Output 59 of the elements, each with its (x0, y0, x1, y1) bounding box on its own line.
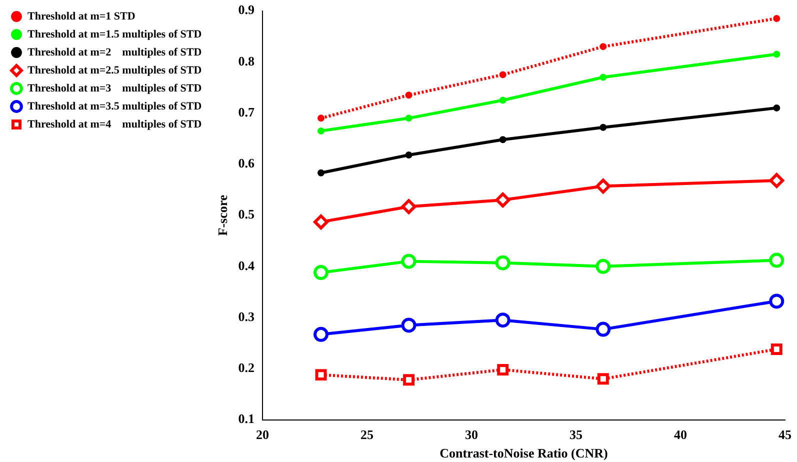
point (769, 173, 784, 188)
legend-label: Threshold at m=4 multiples of STD (28, 118, 202, 130)
point (495, 255, 510, 270)
x-tick-label: 20 (256, 426, 269, 442)
legend-label: Threshold at m=2.5 multiples of STD (28, 64, 202, 76)
x-tick-label: 40 (674, 426, 687, 442)
point (314, 214, 329, 230)
x-tick-label: 45 (778, 426, 792, 442)
point (495, 192, 510, 208)
point (596, 322, 611, 337)
point (597, 373, 609, 385)
point (769, 294, 784, 309)
x-axis-title: Contrast-toNoise Ratio (CNR) (440, 446, 608, 461)
y-tick-label: 0.7 (238, 104, 255, 120)
y-tick-label: 0.6 (238, 156, 255, 171)
point (401, 254, 416, 269)
legend-label: Threshold at m=2 multiples of STD (28, 46, 202, 58)
y-axis-title: F-score (214, 194, 230, 236)
y-tick-label: 0.9 (238, 2, 255, 18)
point (405, 92, 412, 99)
point (314, 326, 329, 342)
point (497, 364, 509, 376)
y-tick-label: 0.3 (238, 308, 255, 324)
point (600, 74, 607, 81)
point (318, 114, 325, 122)
point (403, 374, 415, 386)
y-tick-label: 0.5 (238, 206, 255, 222)
point (401, 318, 416, 333)
point (773, 104, 780, 112)
legend-label: Threshold at m=3.5 multiples of STD (28, 100, 202, 112)
point (314, 265, 329, 280)
point (318, 169, 325, 176)
point (499, 136, 506, 144)
point (315, 369, 327, 381)
point (773, 14, 780, 22)
legend-label: Threshold at m=1 STD (28, 10, 136, 22)
point (596, 178, 611, 194)
point (318, 127, 325, 134)
point (596, 258, 611, 274)
point (770, 344, 782, 355)
x-tick-label: 30 (464, 426, 478, 442)
y-tick-label: 0.8 (238, 53, 255, 68)
point (600, 124, 607, 131)
point (499, 96, 506, 104)
x-tick-label: 25 (360, 426, 374, 442)
point (495, 312, 510, 328)
y-tick-label: 0.1 (238, 411, 254, 426)
point (773, 50, 780, 58)
x-tick-label: 35 (569, 426, 583, 442)
legend-label: Threshold at m=1.5 multiples of STD (28, 28, 202, 40)
legend-label: Threshold at m=3 multiples of STD (28, 82, 202, 94)
point (401, 199, 416, 214)
point (405, 151, 412, 158)
point (769, 252, 784, 268)
point (499, 71, 506, 78)
y-tick-label: 0.4 (238, 258, 255, 273)
point (405, 114, 412, 122)
point (600, 43, 607, 50)
y-tick-label: 0.2 (238, 360, 254, 376)
